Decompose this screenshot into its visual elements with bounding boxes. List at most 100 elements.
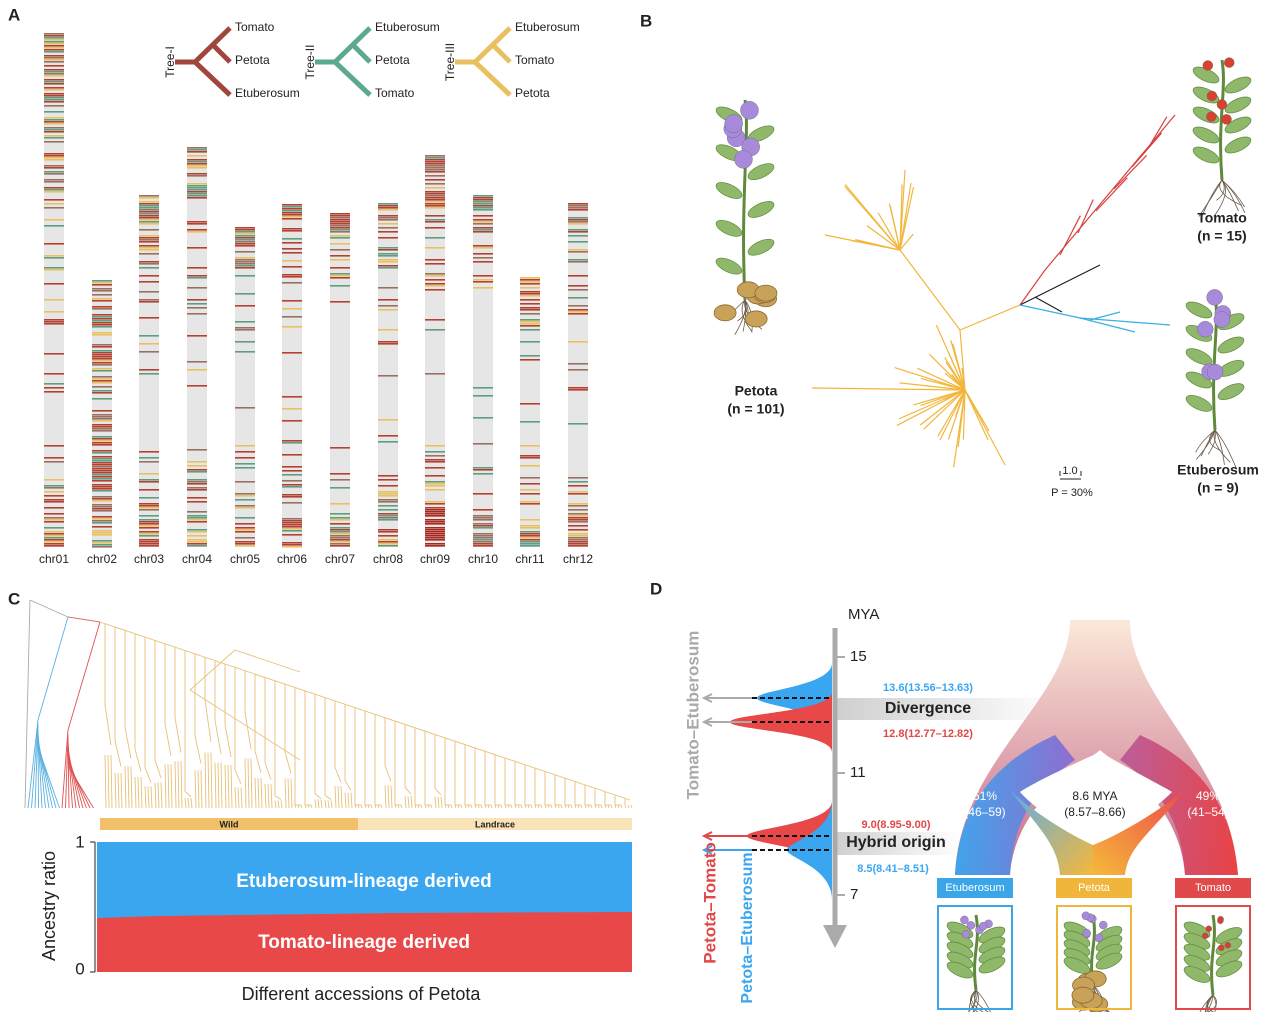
tree-branch xyxy=(455,26,512,97)
estimate-label: 13.6(13.56–13.63) xyxy=(883,682,973,694)
pointer-arrow xyxy=(701,845,752,855)
tree-stripe xyxy=(92,414,112,416)
leaf xyxy=(946,961,974,979)
tree-stripe xyxy=(473,275,493,277)
tree-stripe xyxy=(44,81,64,83)
tree-stripe xyxy=(92,472,112,474)
tree-leaf: Etuberosum xyxy=(515,20,580,34)
tree-stripe xyxy=(92,318,112,320)
tree-stripe xyxy=(235,227,255,229)
dendrogram-branch xyxy=(457,804,460,809)
tree-stripe xyxy=(568,543,588,545)
tree-stripe xyxy=(235,261,255,263)
dendrogram-branch xyxy=(160,782,163,809)
tree-stripe xyxy=(139,301,159,303)
tree-stripe xyxy=(139,235,159,237)
tree-stripe xyxy=(92,314,112,316)
tree-stripe xyxy=(235,293,255,295)
tree-leaf: Etuberosum xyxy=(235,86,300,100)
tree-stripe xyxy=(568,249,588,251)
tree-stripe xyxy=(473,247,493,249)
tree-stripe xyxy=(520,281,540,283)
tree-stripe xyxy=(44,507,64,509)
tree-stripe xyxy=(330,255,350,257)
chromosome-label: chr04 xyxy=(182,552,212,566)
tree-stripe xyxy=(92,390,112,392)
tree-stripe xyxy=(92,364,112,366)
tree-stripe xyxy=(330,545,350,547)
tree-stripe xyxy=(187,185,207,187)
tree-stripe xyxy=(92,440,112,442)
dendrogram-branch xyxy=(537,804,540,809)
tree-stripe xyxy=(378,203,398,205)
tree-stripe xyxy=(139,451,159,453)
stem xyxy=(973,914,979,991)
tree-stripe xyxy=(187,461,207,463)
tree-stripe xyxy=(44,501,64,503)
tree-stripe xyxy=(92,468,112,470)
dendrogram-branch xyxy=(189,689,301,761)
dendrogram-branch xyxy=(324,795,332,800)
tree-stripe xyxy=(330,285,350,287)
dendrogram-branch xyxy=(254,778,257,809)
tree-stripe xyxy=(378,505,398,507)
flower xyxy=(966,921,976,930)
tree-stripe xyxy=(282,526,302,528)
panel-label: D xyxy=(650,579,662,598)
estimate-label: 8.5(8.41–8.51) xyxy=(857,863,929,875)
tree-stripe xyxy=(568,535,588,537)
tree-stripe xyxy=(425,539,445,541)
tree-stripe xyxy=(378,341,398,343)
lineage-left xyxy=(955,735,1075,875)
tree-stripe xyxy=(568,261,588,263)
dendrogram-branch xyxy=(324,800,327,809)
tree-branch xyxy=(1077,199,1094,234)
tree-stripe xyxy=(139,533,159,535)
tree-stripe xyxy=(187,517,207,519)
tree-stripe xyxy=(235,545,255,547)
tree-stripe xyxy=(92,294,112,296)
dendrogram-branch xyxy=(114,740,122,767)
chromosome-label: chr11 xyxy=(515,552,544,566)
tree-stripe xyxy=(44,527,64,529)
clade-box xyxy=(1056,878,1132,898)
tree-stripe xyxy=(378,485,398,487)
tree-stripe xyxy=(378,305,398,307)
tree-stripe xyxy=(378,259,398,261)
tree-stripe xyxy=(330,301,350,303)
tree-stripe xyxy=(282,206,302,208)
tree-stripe xyxy=(282,420,302,422)
tree-stripe xyxy=(473,545,493,547)
tree-stripe xyxy=(378,441,398,443)
tree-stripe xyxy=(44,189,64,191)
tree-stripe xyxy=(473,509,493,511)
tree-stripe xyxy=(92,424,112,426)
tree-stripe xyxy=(187,369,207,371)
dendrogram-branch xyxy=(314,799,317,809)
tree-stripe xyxy=(92,478,112,480)
dendrogram-branch xyxy=(67,757,87,809)
scale-label: 1.0 xyxy=(1062,465,1077,477)
tree-stripe xyxy=(139,535,159,537)
tree-stripe xyxy=(44,543,64,545)
dendrogram-branch xyxy=(610,804,613,809)
tree-stripe xyxy=(44,49,64,51)
tree-stripe xyxy=(330,227,350,229)
tree-stripe xyxy=(378,419,398,421)
tree-stripe xyxy=(330,447,350,449)
dendrogram-branch xyxy=(204,699,212,743)
tree-stripe xyxy=(520,503,540,505)
tree-stripe xyxy=(425,545,445,547)
tree-stripe xyxy=(473,201,493,203)
tree-stripe xyxy=(425,537,445,539)
tree-stripe xyxy=(187,183,207,185)
tree-stripe xyxy=(44,321,64,323)
y-tick-label: 1 xyxy=(75,832,84,851)
tree-stripe xyxy=(330,519,350,521)
tree-stripe xyxy=(282,300,302,302)
tree-stripe xyxy=(235,505,255,507)
dendrogram-branch xyxy=(530,804,533,809)
tree-stripe xyxy=(187,515,207,517)
tree-stripe xyxy=(44,199,64,201)
tree-stripe xyxy=(520,501,540,503)
